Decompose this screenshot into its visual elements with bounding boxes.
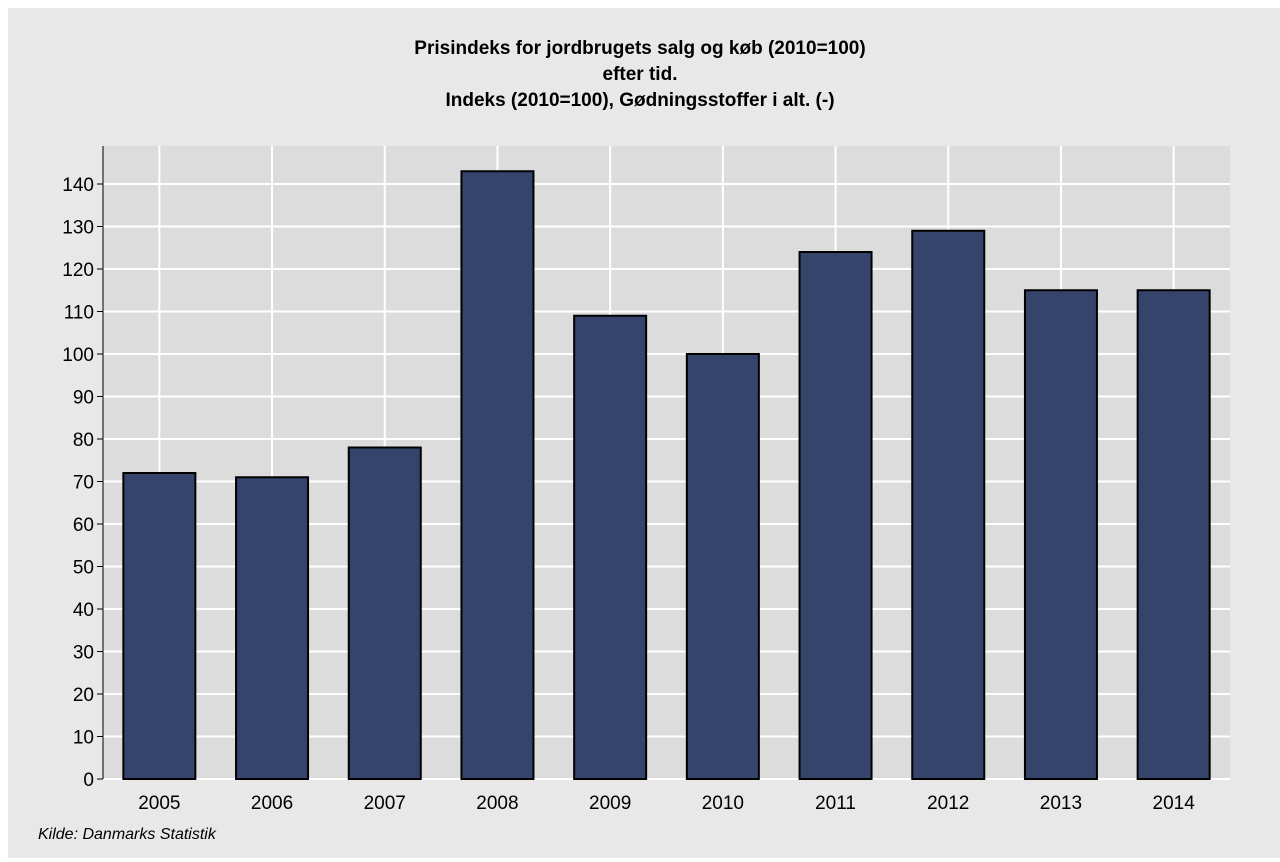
y-tick-label: 100 bbox=[62, 345, 94, 366]
bar-2013 bbox=[1023, 289, 1098, 780]
y-tick-label: 70 bbox=[73, 473, 94, 494]
chart-title-line-1: Prisindeks for jordbrugets salg og køb (… bbox=[414, 38, 866, 59]
bar-2010 bbox=[685, 353, 760, 780]
x-tick-label-2005: 2005 bbox=[138, 793, 180, 814]
y-tick-label: 10 bbox=[73, 728, 94, 749]
bar-2006 bbox=[235, 476, 310, 780]
x-tick-label-2014: 2014 bbox=[1153, 793, 1196, 814]
y-tick-label: 40 bbox=[73, 600, 94, 621]
x-tick-label-2006: 2006 bbox=[251, 793, 293, 814]
x-tick-label-2012: 2012 bbox=[927, 793, 969, 814]
x-tick-label-2008: 2008 bbox=[476, 793, 518, 814]
bar-2014 bbox=[1136, 289, 1211, 780]
x-tick-label-2009: 2009 bbox=[589, 793, 631, 814]
x-tick-label-2013: 2013 bbox=[1040, 793, 1082, 814]
y-tick-label: 50 bbox=[73, 558, 94, 579]
bar-2007 bbox=[347, 446, 422, 780]
chart-title: Prisindeks for jordbrugets salg og køb (… bbox=[0, 36, 1280, 114]
x-tick-label-2007: 2007 bbox=[364, 793, 406, 814]
y-tick-label: 30 bbox=[73, 643, 94, 664]
y-tick-label: 120 bbox=[62, 260, 94, 281]
y-tick-label: 0 bbox=[83, 770, 94, 791]
bar-2009 bbox=[573, 314, 648, 780]
y-tick-label: 140 bbox=[62, 175, 94, 196]
y-tick-label: 90 bbox=[73, 388, 94, 409]
source-note: Kilde: Danmarks Statistik bbox=[38, 826, 216, 843]
bar-2005 bbox=[122, 472, 197, 780]
bar-2008 bbox=[460, 170, 535, 780]
bar-2012 bbox=[911, 229, 986, 780]
chart-title-line-3: Indeks (2010=100), Gødningsstoffer i alt… bbox=[445, 90, 835, 111]
y-tick-label: 80 bbox=[73, 430, 94, 451]
bar-2011 bbox=[798, 251, 873, 780]
y-tick-label: 110 bbox=[64, 303, 94, 324]
x-tick-label-2011: 2011 bbox=[815, 793, 856, 814]
x-tick-label-2010: 2010 bbox=[702, 793, 744, 814]
chart-title-line-2: efter tid. bbox=[602, 64, 678, 85]
y-tick-label: 130 bbox=[62, 218, 94, 239]
y-tick-label: 20 bbox=[73, 685, 94, 706]
y-tick-label: 60 bbox=[73, 515, 94, 536]
